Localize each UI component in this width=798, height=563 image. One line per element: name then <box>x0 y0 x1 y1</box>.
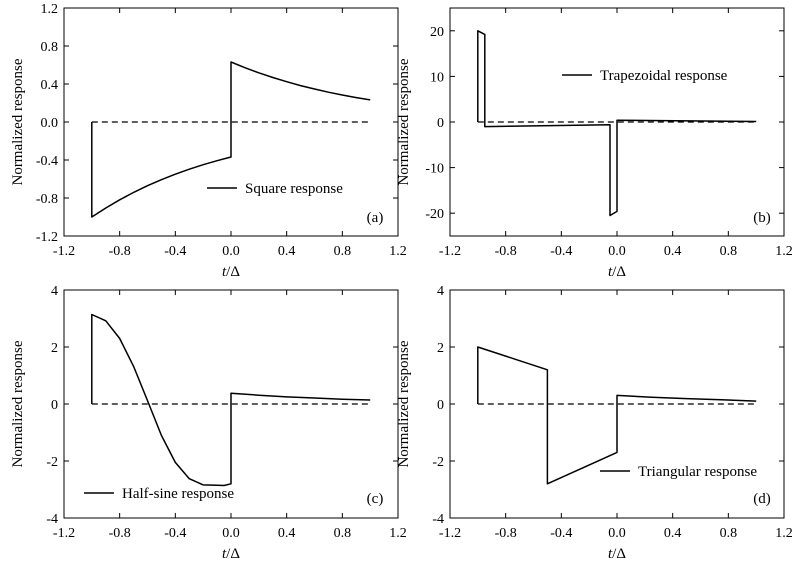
y-tick-label: 0.8 <box>41 40 59 55</box>
x-tick-label: 0.4 <box>664 244 682 259</box>
chart-panel-a: -1.2 -0.8 -0.4 0.0 0.4 0.8 1.2 -1.2 -0.8 -0.4 0.0 0… <box>10 2 407 280</box>
x-tick-label: 0.0 <box>222 526 240 541</box>
x-tick-label: 0.8 <box>720 244 738 259</box>
x-tick-label: 0.0 <box>608 526 626 541</box>
y-axis-title: Normalized response <box>10 58 26 185</box>
y-tick-label: 0.4 <box>41 78 59 93</box>
x-tick-label: -0.4 <box>164 244 186 259</box>
x-tick-label: -0.8 <box>109 526 131 541</box>
x-axis-title: t/Δ <box>608 546 626 562</box>
y-tick-label: 1.2 <box>41 2 59 17</box>
y-tick-label: 4 <box>51 284 58 299</box>
y-tick-label: -1.2 <box>36 230 58 245</box>
x-tick-label: -1.2 <box>53 526 75 541</box>
y-tick-label: 0 <box>51 398 58 413</box>
panel-label: (d) <box>753 491 771 507</box>
series-line-square-response <box>91 61 371 218</box>
panel-label: (a) <box>367 210 384 226</box>
x-tick-label: 0.0 <box>222 244 240 259</box>
x-axis-title: t/Δ <box>608 264 626 280</box>
y-tick-label: 0 <box>437 398 444 413</box>
x-tick-label: -0.4 <box>164 526 186 541</box>
y-tick-label: -4 <box>432 512 444 527</box>
x-tick-label: -0.8 <box>495 244 517 259</box>
x-tick-label: -1.2 <box>53 244 75 259</box>
y-tick-label: 2 <box>437 341 444 356</box>
legend-label: Square response <box>245 181 343 197</box>
y-tick-label: 0 <box>437 116 444 131</box>
x-tick-label: -0.4 <box>550 526 572 541</box>
x-tick-label: 0.8 <box>720 526 738 541</box>
legend-label: Triangular response <box>638 464 757 480</box>
y-tick-label: -4 <box>46 512 58 527</box>
chart-panel-c: -1.2 -0.8 -0.4 0.0 0.4 0.8 1.2 -4 -2 0 2 4 Half-sine… <box>10 284 407 562</box>
y-axis-title: Normalized response <box>10 340 26 467</box>
y-tick-label: -10 <box>425 162 444 177</box>
x-tick-label: 1.2 <box>389 526 407 541</box>
panel-label: (c) <box>367 491 384 507</box>
y-axis-title: Normalized response <box>396 340 412 467</box>
legend-label: Trapezoidal response <box>600 68 728 84</box>
y-tick-label: 20 <box>430 25 444 40</box>
y-tick-label: -2 <box>46 455 58 470</box>
x-tick-label: 0.8 <box>334 244 352 259</box>
x-tick-label: 1.2 <box>389 244 407 259</box>
y-tick-label: 4 <box>437 284 444 299</box>
x-tick-label: 0.8 <box>334 526 352 541</box>
x-tick-label: 1.2 <box>775 244 793 259</box>
x-tick-label: -0.8 <box>109 244 131 259</box>
legend-label: Half-sine response <box>122 486 234 502</box>
x-tick-label: -0.8 <box>495 526 517 541</box>
series-line-triangular-response <box>477 346 757 485</box>
x-axis-title: t/Δ <box>222 264 240 280</box>
x-tick-label: 0.4 <box>278 244 296 259</box>
y-tick-label: -0.4 <box>36 154 58 169</box>
y-tick-label: -20 <box>425 207 444 222</box>
y-tick-label: -0.8 <box>36 192 58 207</box>
y-tick-label: 0.0 <box>41 116 59 131</box>
x-axis-title: t/Δ <box>222 546 240 562</box>
series-line-half-sine-response <box>91 313 371 487</box>
x-tick-label: 0.4 <box>278 526 296 541</box>
x-tick-label: -0.4 <box>550 244 572 259</box>
x-tick-label: -1.2 <box>439 244 461 259</box>
y-tick-label: -2 <box>432 455 444 470</box>
x-tick-label: -1.2 <box>439 526 461 541</box>
y-axis-title: Normalized response <box>396 58 412 185</box>
x-tick-label: 1.2 <box>775 526 793 541</box>
x-tick-label: 0.4 <box>664 526 682 541</box>
y-tick-label: 10 <box>430 70 444 85</box>
series-line-trapezoidal-response <box>477 30 757 217</box>
chart-panel-d: -1.2 -0.8 -0.4 0.0 0.4 0.8 1.2 -4 -2 0 2 4 Triangula… <box>396 284 793 562</box>
x-tick-label: 0.0 <box>608 244 626 259</box>
chart-panel-b: -1.2 -0.8 -0.4 0.0 0.4 0.8 1.2 -20 -10 0 10 20 Trape… <box>396 7 793 280</box>
panel-label: (b) <box>753 210 771 226</box>
y-tick-label: 2 <box>51 341 58 356</box>
